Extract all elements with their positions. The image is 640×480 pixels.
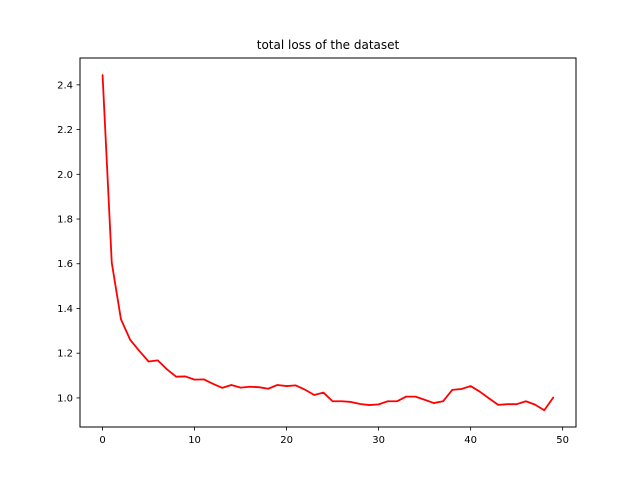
data-point	[304, 389, 306, 391]
data-point	[525, 400, 527, 402]
data-point	[405, 395, 407, 398]
data-point	[451, 389, 453, 391]
data-point	[166, 368, 168, 370]
data-point	[506, 403, 509, 405]
data-point	[184, 375, 186, 378]
loss-series-line	[101, 74, 555, 412]
x-tick-label: 30	[372, 435, 385, 446]
data-point	[368, 404, 371, 406]
y-tick-label: 1.0	[57, 393, 73, 404]
data-point	[295, 384, 297, 386]
data-points	[101, 74, 555, 411]
x-tick-label: 20	[280, 435, 293, 446]
data-point	[203, 378, 205, 380]
data-point	[101, 74, 104, 76]
data-point	[479, 391, 481, 393]
chart-title: total loss of the dataset	[257, 38, 400, 52]
data-point	[175, 376, 177, 378]
data-point	[387, 400, 389, 402]
data-point	[120, 318, 122, 320]
y-axis: 1.0 1.2 1.4 1.6 1.8 2.0 2.2 2.4	[57, 80, 80, 404]
data-point	[460, 388, 463, 390]
data-point	[359, 403, 361, 405]
data-point	[378, 403, 380, 406]
x-tick-label: 10	[188, 435, 201, 446]
data-point	[157, 359, 159, 361]
data-point	[442, 400, 444, 402]
data-point	[212, 383, 214, 385]
data-point	[276, 384, 278, 386]
data-point	[138, 350, 140, 352]
data-point	[258, 386, 260, 388]
data-point	[414, 395, 417, 398]
data-point	[470, 385, 472, 387]
data-point	[516, 403, 518, 405]
y-tick-label: 2.2	[57, 125, 73, 136]
data-point	[424, 399, 426, 401]
x-tick-label: 0	[99, 435, 105, 446]
data-point	[193, 378, 196, 381]
data-point	[230, 384, 232, 386]
data-point	[396, 400, 398, 402]
x-tick-label: 40	[464, 435, 477, 446]
x-tick-label: 50	[556, 435, 569, 446]
data-point	[221, 387, 223, 389]
data-point	[249, 386, 251, 388]
y-tick-label: 2.0	[57, 170, 73, 181]
data-point	[267, 388, 269, 390]
data-point	[341, 400, 343, 402]
y-tick-label: 1.6	[57, 259, 73, 270]
data-point	[433, 402, 435, 404]
plot-area-frame	[79, 57, 577, 428]
data-point	[322, 391, 324, 394]
data-point	[129, 339, 131, 341]
data-point	[239, 387, 242, 389]
data-point	[534, 404, 536, 406]
data-point	[313, 394, 315, 396]
y-tick-label: 1.8	[57, 215, 73, 226]
data-point	[543, 409, 545, 411]
data-point	[488, 397, 490, 399]
data-point	[147, 360, 150, 363]
data-point	[350, 401, 352, 403]
y-tick-label: 1.2	[57, 349, 73, 360]
data-point	[497, 404, 499, 406]
x-axis: 0 10 20 30 40 50	[99, 427, 569, 446]
data-point	[285, 385, 288, 387]
y-tick-label: 2.4	[57, 80, 73, 91]
data-point	[111, 262, 113, 264]
data-point	[332, 400, 334, 402]
y-tick-label: 1.4	[57, 304, 73, 315]
data-point	[552, 396, 555, 398]
